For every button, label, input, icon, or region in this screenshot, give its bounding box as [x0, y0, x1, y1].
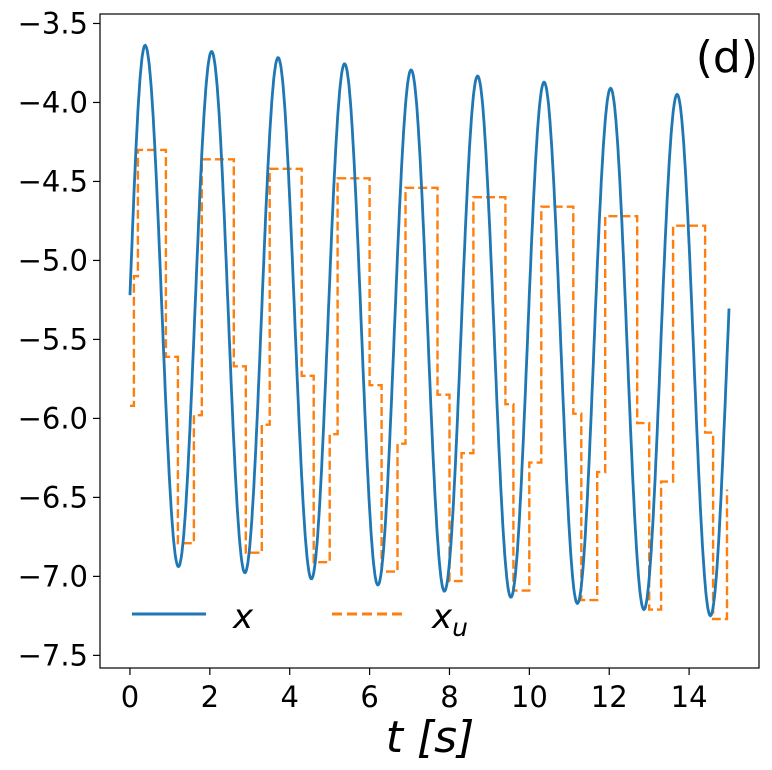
y-tick-label: −3.5 [18, 6, 88, 40]
x-tick-label: 14 [671, 680, 708, 714]
ticks-layer: 0 2 4 6 8 10 12 14 −3.5 −4.0 −4.5 −5.0 −5.5 −6.0 −6.5 −… [18, 6, 708, 714]
y-tick-label: −4.0 [18, 85, 88, 119]
legend-label-xu: xu [431, 597, 468, 642]
x-tick-label: 12 [591, 680, 628, 714]
series-line-xu [130, 148, 729, 621]
x-tick-label: 4 [280, 680, 298, 714]
series-layer [128, 43, 731, 621]
y-tick-label: −5.0 [18, 243, 88, 277]
legend: x xu [132, 597, 468, 642]
y-tick-label: −6.5 [18, 480, 88, 514]
series-line-x [128, 43, 731, 618]
x-tick-label: 8 [440, 680, 458, 714]
y-tick-label: −7.0 [18, 559, 88, 593]
legend-label-x: x [232, 597, 254, 637]
x-tick-label: 0 [121, 680, 139, 714]
x-tick-label: 2 [201, 680, 219, 714]
plot-frame [99, 13, 760, 669]
x-tick-label: 10 [511, 680, 548, 714]
y-tick-label: −6.0 [18, 401, 88, 435]
y-tick-label: −4.5 [18, 164, 88, 198]
y-tick-label: −5.5 [18, 322, 88, 356]
y-tick-label: −7.5 [18, 638, 88, 672]
x-axis-label: t [s] [386, 712, 475, 763]
x-tick-label: 6 [360, 680, 378, 714]
panel-label: (d) [696, 32, 758, 83]
